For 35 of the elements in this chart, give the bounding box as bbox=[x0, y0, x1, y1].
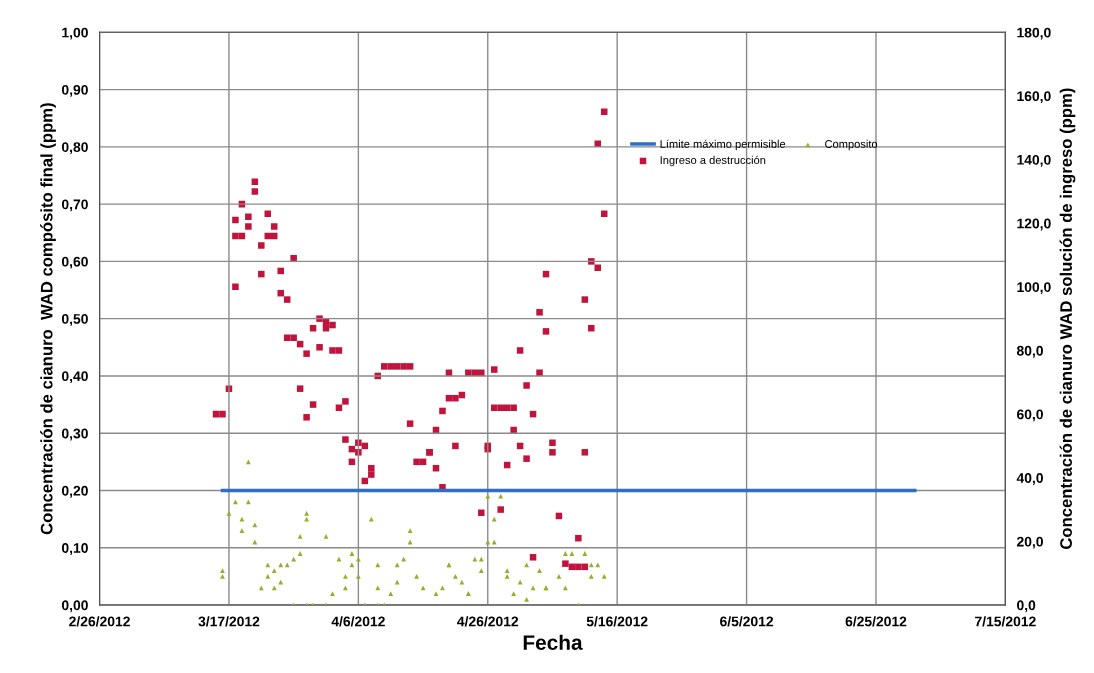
x-axis-title: Fecha bbox=[523, 634, 583, 650]
x-tick-label: 4/26/2012 bbox=[457, 616, 519, 627]
x-tick-label: 6/25/2012 bbox=[845, 616, 907, 627]
y2-tick-label: 140,0 bbox=[1017, 154, 1051, 167]
x-tick-label: 2/26/2012 bbox=[69, 616, 130, 627]
y-tick-label: 0,00 bbox=[61, 600, 88, 613]
y-tick-label: 0,20 bbox=[61, 485, 88, 498]
x-tick-label: 4/6/2012 bbox=[331, 616, 385, 627]
y2-tick-label: 120,0 bbox=[1017, 218, 1051, 231]
legend-label: Límite máximo permisible bbox=[660, 139, 786, 151]
y-tick-label: 0,80 bbox=[61, 142, 88, 155]
y2-tick-label: 20,0 bbox=[1016, 536, 1043, 549]
x-tick-label: 3/17/2012 bbox=[198, 616, 260, 627]
y-tick-label: 1,00 bbox=[62, 27, 88, 40]
y-tick-label: 0,50 bbox=[61, 314, 88, 326]
y2-tick-label: 80,0 bbox=[1016, 345, 1043, 358]
y2-tick-label: 40,0 bbox=[1016, 473, 1043, 485]
x-tick-label: 7/15/2012 bbox=[975, 616, 1036, 627]
x-tick-label: 6/5/2012 bbox=[720, 616, 774, 627]
y-tick-label: 0,70 bbox=[61, 199, 88, 212]
y2-tick-label: 60,0 bbox=[1017, 409, 1043, 422]
y2-tick-label: 160,0 bbox=[1017, 91, 1051, 104]
y-tick-label: 0,60 bbox=[61, 256, 88, 269]
legend-label: Composito bbox=[825, 139, 878, 151]
y-tick-label: 0,30 bbox=[61, 428, 88, 441]
y-axis-title: Concentración de cianuro WAD compósito final (ppm) bbox=[40, 103, 56, 535]
x-tick-label: 5/16/2012 bbox=[586, 616, 648, 627]
y-tick-label: 0,10 bbox=[61, 543, 88, 555]
y2-tick-label: 100,0 bbox=[1017, 282, 1051, 295]
y2-tick-label: 0,0 bbox=[1017, 600, 1036, 613]
y2-axis-title: Concentración de cianuro WAD solución de ingreso (ppm) bbox=[1059, 88, 1076, 550]
y2-tick-label: 180,0 bbox=[1017, 27, 1051, 40]
legend-label: Ingreso a destrucción bbox=[660, 155, 766, 167]
y-tick-label: 0,90 bbox=[61, 84, 88, 97]
y-tick-label: 0,40 bbox=[61, 371, 88, 384]
